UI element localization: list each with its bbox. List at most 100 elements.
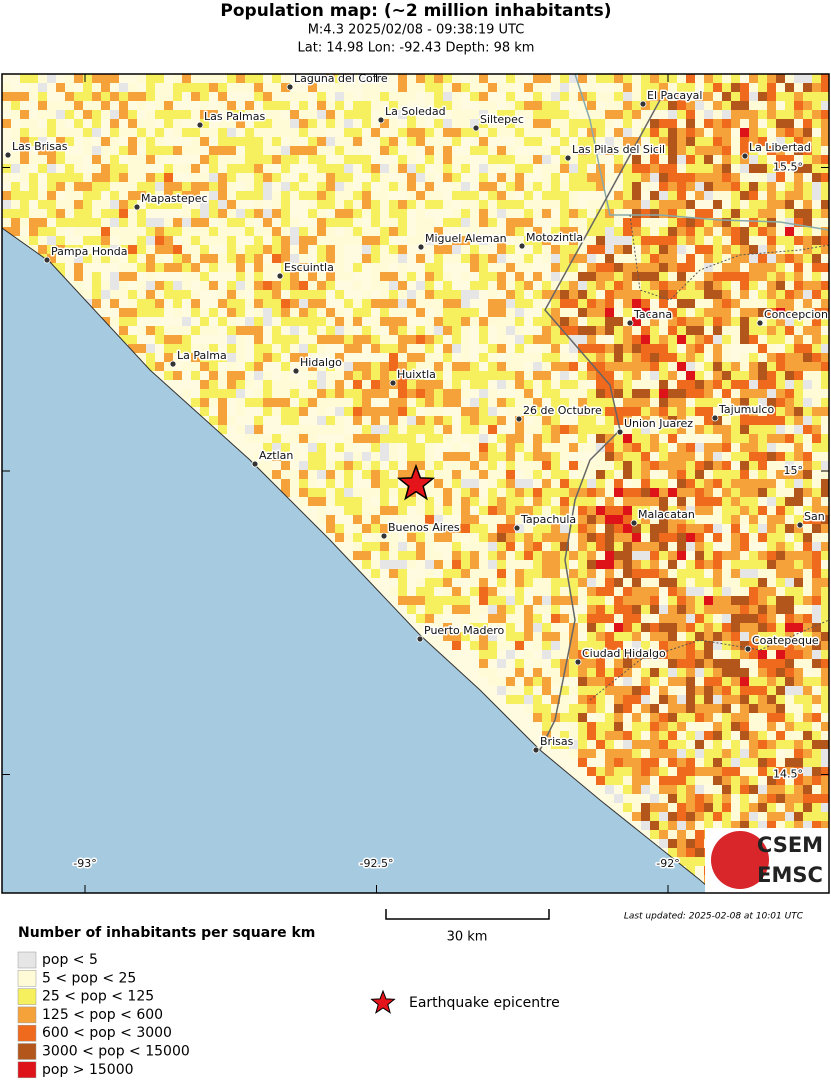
pop-cell — [245, 209, 254, 218]
pop-cell — [713, 83, 722, 92]
pop-cell — [443, 470, 452, 479]
pop-cell — [686, 110, 695, 119]
pop-cell — [335, 533, 344, 542]
pop-cell — [704, 497, 713, 506]
pop-cell — [506, 209, 515, 218]
pop-cell — [425, 551, 434, 560]
pop-cell — [596, 659, 605, 668]
pop-cell — [722, 335, 731, 344]
pop-cell — [704, 641, 713, 650]
pop-cell — [596, 335, 605, 344]
pop-cell — [335, 398, 344, 407]
pop-cell — [650, 713, 659, 722]
pop-cell — [587, 362, 596, 371]
pop-cell — [821, 533, 829, 542]
pop-cell — [758, 623, 767, 632]
pop-cell — [497, 533, 506, 542]
pop-cell — [695, 407, 704, 416]
location: Lat: 14.98 Lon: -92.43 Depth: 98 km — [298, 41, 535, 56]
pop-cell — [353, 461, 362, 470]
pop-cell — [605, 659, 614, 668]
pop-cell — [623, 425, 632, 434]
pop-cell — [362, 362, 371, 371]
pop-cell — [389, 569, 398, 578]
pop-cell — [497, 317, 506, 326]
pop-cell — [200, 326, 209, 335]
pop-cell — [38, 164, 47, 173]
pop-cell — [164, 191, 173, 200]
pop-cell — [389, 434, 398, 443]
pop-cell — [821, 668, 829, 677]
pop-cell — [776, 335, 785, 344]
pop-cell — [299, 335, 308, 344]
pop-cell — [704, 227, 713, 236]
pop-cell — [452, 524, 461, 533]
pop-cell — [416, 605, 425, 614]
x-tick-label: -93° — [73, 857, 96, 870]
pop-cell — [704, 686, 713, 695]
pop-cell — [713, 191, 722, 200]
pop-cell — [299, 407, 308, 416]
pop-cell — [677, 731, 686, 740]
pop-cell — [713, 236, 722, 245]
pop-cell — [704, 74, 713, 83]
pop-cell — [533, 101, 542, 110]
pop-cell — [434, 434, 443, 443]
pop-cell — [353, 407, 362, 416]
pop-cell — [506, 461, 515, 470]
pop-cell — [398, 254, 407, 263]
pop-cell — [200, 191, 209, 200]
pop-cell — [425, 434, 434, 443]
pop-cell — [704, 128, 713, 137]
pop-cell — [47, 236, 56, 245]
pop-cell — [560, 290, 569, 299]
pop-cell — [758, 659, 767, 668]
pop-cell — [767, 146, 776, 155]
pop-cell — [56, 200, 65, 209]
pop-cell — [632, 452, 641, 461]
pop-cell — [551, 434, 560, 443]
pop-cell — [632, 632, 641, 641]
pop-cell — [362, 560, 371, 569]
pop-cell — [713, 263, 722, 272]
pop-cell — [299, 470, 308, 479]
pop-cell — [254, 209, 263, 218]
pop-cell — [200, 272, 209, 281]
pop-cell — [506, 578, 515, 587]
pop-cell — [389, 587, 398, 596]
pop-cell — [200, 83, 209, 92]
pop-cell — [713, 677, 722, 686]
pop-cell — [587, 335, 596, 344]
pop-cell — [821, 173, 829, 182]
pop-cell — [407, 182, 416, 191]
pop-cell — [659, 659, 668, 668]
pop-cell — [704, 92, 713, 101]
pop-cell — [452, 461, 461, 470]
pop-cell — [641, 254, 650, 263]
pop-cell — [317, 263, 326, 272]
pop-cell — [794, 380, 803, 389]
pop-cell — [236, 425, 245, 434]
pop-cell — [821, 416, 829, 425]
pop-cell — [191, 191, 200, 200]
pop-cell — [722, 623, 731, 632]
pop-cell — [722, 218, 731, 227]
pop-cell — [506, 560, 515, 569]
pop-cell — [335, 272, 344, 281]
pop-cell — [353, 191, 362, 200]
pop-cell — [749, 308, 758, 317]
pop-cell — [506, 281, 515, 290]
pop-cell — [614, 749, 623, 758]
pop-cell — [740, 740, 749, 749]
pop-cell — [533, 416, 542, 425]
pop-cell — [812, 524, 821, 533]
pop-cell — [479, 668, 488, 677]
pop-cell — [380, 542, 389, 551]
pop-cell — [452, 74, 461, 83]
pop-cell — [758, 686, 767, 695]
pop-cell — [713, 605, 722, 614]
pop-cell — [515, 686, 524, 695]
pop-cell — [515, 425, 524, 434]
pop-cell — [731, 137, 740, 146]
pop-cell — [731, 371, 740, 380]
